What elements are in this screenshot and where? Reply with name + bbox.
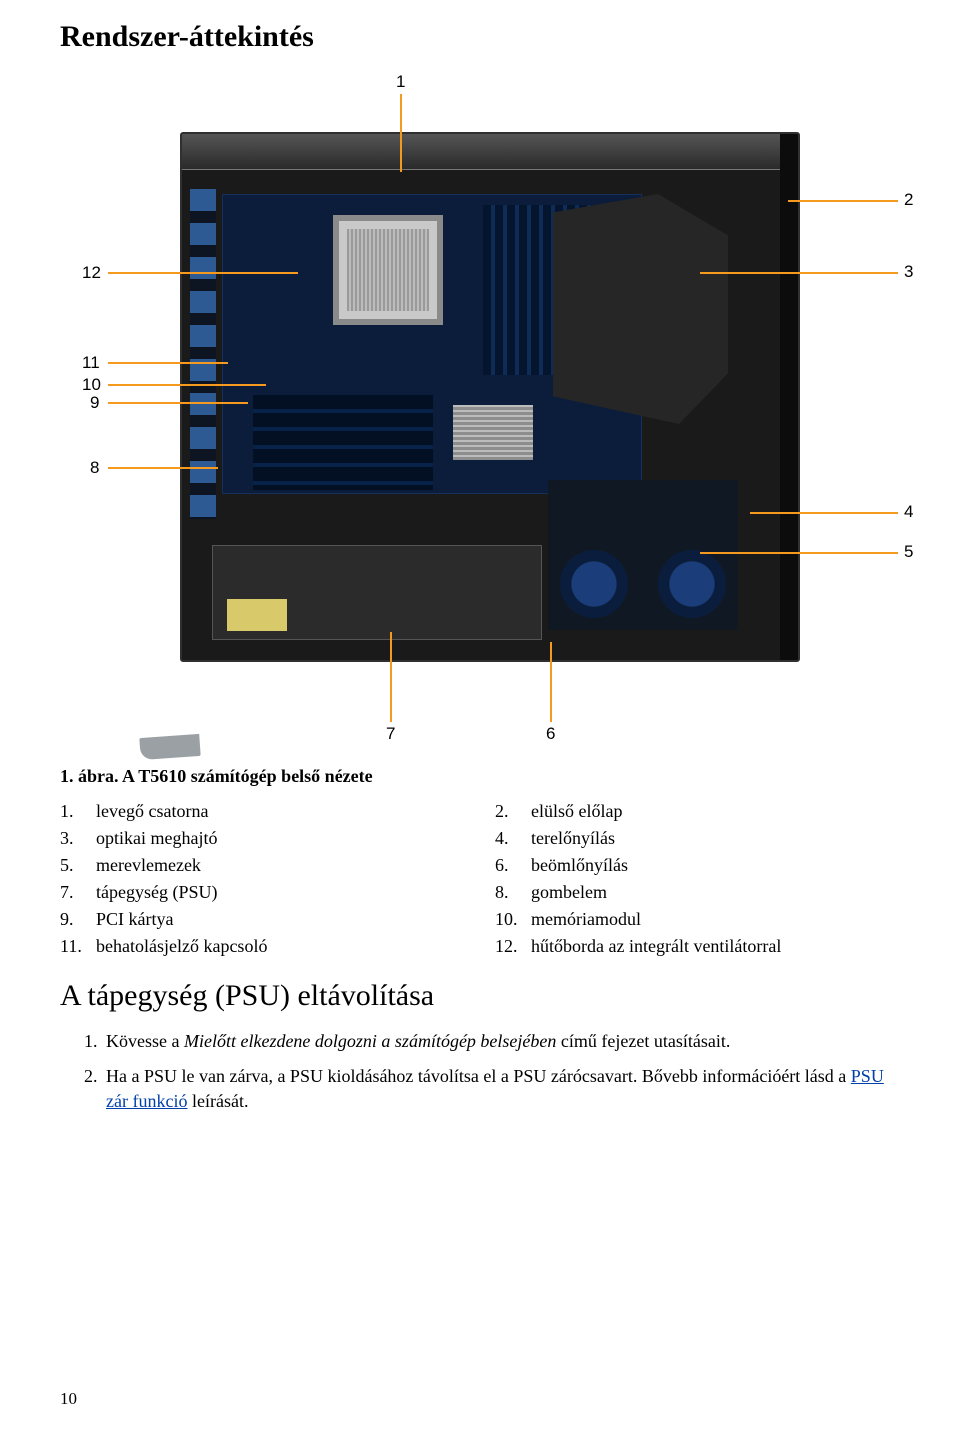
callout-line-7 (390, 632, 392, 722)
chassis-front-bezel (780, 134, 798, 660)
legend-text: PCI kártya (96, 909, 173, 930)
legend-item: 10.memóriamodul (495, 909, 900, 930)
legend-text: merevlemezek (96, 855, 201, 876)
step-1: Kövesse a Mielőtt elkezdene dolgozni a s… (102, 1029, 900, 1054)
callout-num-9: 9 (90, 393, 99, 413)
legend-text: tápegység (PSU) (96, 882, 217, 903)
fan-a (560, 550, 628, 618)
legend-text: memóriamodul (531, 909, 641, 930)
legend-num: 10. (495, 909, 531, 930)
page-title: Rendszer-áttekintés (60, 20, 900, 54)
legend-item: 12.hűtőborda az integrált ventilátorral (495, 936, 900, 957)
hdd-cage (190, 189, 216, 519)
legend-num: 1. (60, 801, 96, 822)
callout-num-5: 5 (904, 542, 913, 562)
callout-line-4 (750, 512, 898, 514)
legend-num: 7. (60, 882, 96, 903)
legend-num: 5. (60, 855, 96, 876)
legend-item: 5.merevlemezek (60, 855, 465, 876)
step-1-text-after: című fejezet utasításait. (556, 1031, 730, 1051)
legend-item: 2.elülső előlap (495, 801, 900, 822)
legend-num: 11. (60, 936, 96, 957)
callout-line-6 (550, 642, 552, 722)
chassis-top-rail (182, 134, 798, 170)
legend-text: beömlőnyílás (531, 855, 628, 876)
chipset-heatsink (453, 405, 533, 460)
callout-num-8: 8 (90, 458, 99, 478)
callout-num-12: 12 (82, 263, 101, 283)
legend-num: 12. (495, 936, 531, 957)
cpu-socket (333, 215, 443, 325)
figure-caption: 1. ábra. A T5610 számítógép belső nézete (60, 766, 900, 787)
step-2-text-after: leírását. (187, 1091, 248, 1111)
callout-line-10 (108, 384, 266, 386)
callout-line-9 (108, 402, 248, 404)
callout-line-12 (108, 272, 298, 274)
callout-line-11 (108, 362, 228, 364)
legend-item: 7.tápegység (PSU) (60, 882, 465, 903)
pci-slots (253, 395, 433, 490)
callout-num-2: 2 (904, 190, 913, 210)
psu (212, 545, 542, 640)
callout-line-5 (700, 552, 898, 554)
legend-num: 8. (495, 882, 531, 903)
legend-text: optikai meghajtó (96, 828, 217, 849)
psu-label-sticker (227, 599, 287, 631)
legend-item: 9.PCI kártya (60, 909, 465, 930)
legend-grid: 1.levegő csatorna 2.elülső előlap 3.opti… (60, 801, 900, 957)
legend-item: 6.beömlőnyílás (495, 855, 900, 876)
legend-text: gombelem (531, 882, 607, 903)
callout-line-3 (700, 272, 898, 274)
callout-num-1: 1 (396, 72, 405, 92)
legend-item: 4.terelőnyílás (495, 828, 900, 849)
fan-b (658, 550, 726, 618)
step-2-text-before: Ha a PSU le van zárva, a PSU kioldásához… (106, 1066, 851, 1086)
legend-item: 1.levegő csatorna (60, 801, 465, 822)
fan-assembly (548, 480, 738, 630)
chassis-illustration (180, 132, 800, 662)
legend-text: hűtőborda az integrált ventilátorral (531, 936, 781, 957)
air-shroud (553, 194, 728, 424)
step-1-italic: Mielőtt elkezdene dolgozni a számítógép … (184, 1031, 556, 1051)
step-1-text-before: Kövesse a (106, 1031, 184, 1051)
callout-line-2 (788, 200, 898, 202)
legend-item: 3.optikai meghajtó (60, 828, 465, 849)
callout-num-7: 7 (386, 724, 395, 744)
chassis-foot (139, 734, 200, 760)
callout-line-1 (400, 94, 402, 172)
system-figure: 1 2 3 4 5 6 7 8 9 10 11 12 (60, 72, 900, 752)
legend-num: 2. (495, 801, 531, 822)
legend-text: terelőnyílás (531, 828, 615, 849)
callout-num-3: 3 (904, 262, 913, 282)
legend-num: 4. (495, 828, 531, 849)
page-number: 10 (60, 1389, 77, 1409)
steps-list: Kövesse a Mielőtt elkezdene dolgozni a s… (60, 1029, 900, 1113)
section-title: A tápegység (PSU) eltávolítása (60, 979, 900, 1013)
legend-item: 8.gombelem (495, 882, 900, 903)
legend-item: 11.behatolásjelző kapcsoló (60, 936, 465, 957)
legend-text: behatolásjelző kapcsoló (96, 936, 267, 957)
callout-num-6: 6 (546, 724, 555, 744)
callout-num-10: 10 (82, 375, 101, 395)
step-2: Ha a PSU le van zárva, a PSU kioldásához… (102, 1064, 900, 1114)
callout-num-11: 11 (82, 353, 100, 373)
legend-num: 6. (495, 855, 531, 876)
legend-num: 3. (60, 828, 96, 849)
callout-num-4: 4 (904, 502, 913, 522)
legend-text: levegő csatorna (96, 801, 208, 822)
legend-num: 9. (60, 909, 96, 930)
callout-line-8 (108, 467, 218, 469)
legend-text: elülső előlap (531, 801, 622, 822)
